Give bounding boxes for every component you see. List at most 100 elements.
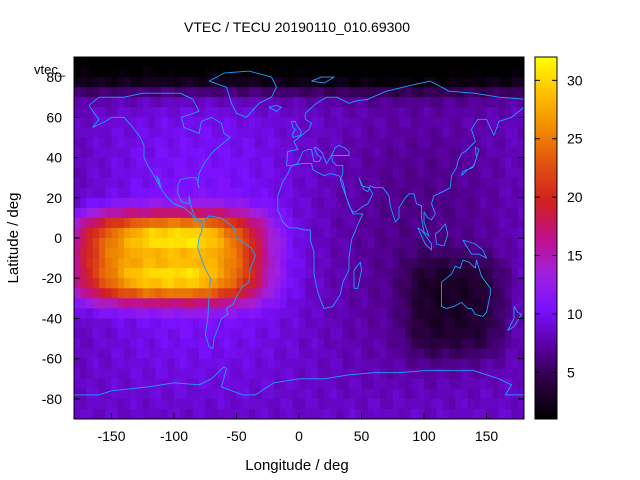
heatmap-cell xyxy=(468,67,475,78)
heatmap-cell xyxy=(124,298,131,309)
heatmap-cell xyxy=(205,228,212,239)
heatmap-cell xyxy=(374,137,381,148)
heatmap-cell xyxy=(112,318,119,329)
heatmap-cell xyxy=(405,97,412,108)
heatmap-cell xyxy=(455,359,462,370)
heatmap-cell xyxy=(74,298,81,309)
heatmap-cell xyxy=(418,308,425,319)
heatmap-cell xyxy=(187,107,194,118)
heatmap-cell xyxy=(262,57,269,68)
heatmap-cell xyxy=(468,288,475,299)
heatmap-cell xyxy=(455,97,462,108)
heatmap-cell xyxy=(393,278,400,289)
heatmap-cell xyxy=(262,349,269,360)
heatmap-cell xyxy=(262,117,269,128)
heatmap-cell xyxy=(393,318,400,329)
heatmap-cell xyxy=(362,67,369,78)
heatmap-cell xyxy=(299,329,306,340)
heatmap-cell xyxy=(87,137,94,148)
heatmap-cell xyxy=(130,399,137,410)
heatmap-cell xyxy=(149,278,156,289)
heatmap-cell xyxy=(474,288,481,299)
heatmap-cell xyxy=(330,339,337,350)
heatmap-cell xyxy=(199,178,206,189)
heatmap-cell xyxy=(393,168,400,179)
heatmap-cell xyxy=(174,399,181,410)
heatmap-cell xyxy=(330,399,337,410)
heatmap-cell xyxy=(74,137,81,148)
heatmap-cell xyxy=(280,238,287,249)
heatmap-cell xyxy=(480,298,487,309)
heatmap-cell xyxy=(299,288,306,299)
heatmap-cell xyxy=(305,308,312,319)
heatmap-cell xyxy=(499,409,506,420)
heatmap-cell xyxy=(293,77,300,88)
heatmap-cell xyxy=(262,148,269,159)
heatmap-cell xyxy=(505,208,512,219)
heatmap-cell xyxy=(280,107,287,118)
heatmap-cell xyxy=(374,308,381,319)
heatmap-cell xyxy=(362,168,369,179)
heatmap-cell xyxy=(443,339,450,350)
heatmap-cell xyxy=(224,248,231,259)
heatmap-cell xyxy=(237,228,244,239)
heatmap-cell xyxy=(293,228,300,239)
heatmap-cell xyxy=(268,228,275,239)
heatmap-cell xyxy=(80,409,87,420)
heatmap-cell xyxy=(424,339,431,350)
heatmap-cell xyxy=(243,117,250,128)
heatmap-cell xyxy=(355,379,362,390)
heatmap-cell xyxy=(224,158,231,169)
heatmap-cell xyxy=(330,87,337,98)
heatmap-cell xyxy=(187,117,194,128)
heatmap-cell xyxy=(318,208,325,219)
heatmap-cell xyxy=(193,258,200,269)
heatmap-cell xyxy=(330,117,337,128)
heatmap-cell xyxy=(287,298,294,309)
heatmap-cell xyxy=(99,148,106,159)
heatmap-cell xyxy=(262,218,269,229)
heatmap-cell xyxy=(368,77,375,88)
heatmap-cell xyxy=(187,258,194,269)
heatmap-cell xyxy=(74,97,81,108)
heatmap-cell xyxy=(174,228,181,239)
heatmap-cell xyxy=(180,137,187,148)
heatmap-cell xyxy=(337,318,344,329)
heatmap-cell xyxy=(330,389,337,400)
heatmap-cell xyxy=(380,278,387,289)
heatmap-cell xyxy=(149,369,156,380)
heatmap-cell xyxy=(324,308,331,319)
heatmap-cell xyxy=(80,168,87,179)
heatmap-cell xyxy=(474,278,481,289)
heatmap-cell xyxy=(355,77,362,88)
heatmap-cell xyxy=(293,238,300,249)
heatmap-cell xyxy=(87,148,94,159)
heatmap-cell xyxy=(449,67,456,78)
heatmap-cell xyxy=(455,339,462,350)
heatmap-cell xyxy=(405,359,412,370)
heatmap-cell xyxy=(374,188,381,199)
heatmap-cell xyxy=(274,349,281,360)
heatmap-cell xyxy=(349,359,356,370)
heatmap-cell xyxy=(387,409,394,420)
heatmap-cell xyxy=(74,77,81,88)
heatmap-cell xyxy=(480,158,487,169)
heatmap-cell xyxy=(112,359,119,370)
heatmap-cell xyxy=(87,77,94,88)
heatmap-cell xyxy=(362,208,369,219)
heatmap-cell xyxy=(99,67,106,78)
heatmap-cell xyxy=(393,298,400,309)
heatmap-cell xyxy=(318,238,325,249)
heatmap-cell xyxy=(143,218,150,229)
heatmap-cell xyxy=(318,218,325,229)
heatmap-cell xyxy=(80,57,87,68)
heatmap-cell xyxy=(230,268,237,279)
heatmap-cell xyxy=(237,369,244,380)
heatmap-cell xyxy=(355,298,362,309)
heatmap-cell xyxy=(274,298,281,309)
heatmap-cell xyxy=(324,57,331,68)
heatmap-cell xyxy=(155,77,162,88)
heatmap-cell xyxy=(112,57,119,68)
heatmap-cell xyxy=(118,87,125,98)
heatmap-cell xyxy=(512,339,519,350)
